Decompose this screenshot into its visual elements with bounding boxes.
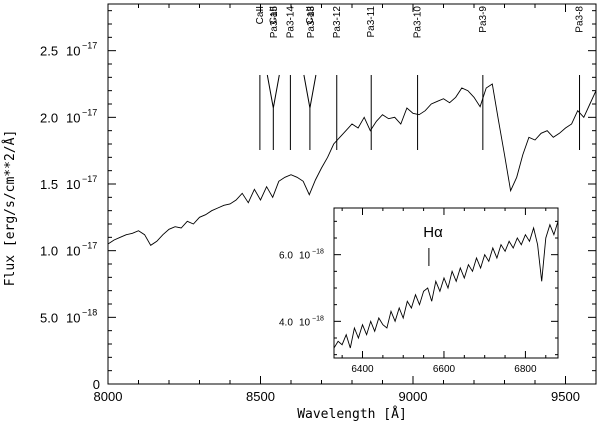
main-y-axis: 05.0 10 −181.0 10 −171.5 10 −172.0 10 −172.5 10 −1… xyxy=(40,10,596,392)
inset-y-mantissa: 4.0 xyxy=(279,317,293,328)
line-mark-label: CaII xyxy=(305,6,316,24)
inset-y-mantissa: 6.0 xyxy=(279,251,293,262)
y-tick-exponent: −17 xyxy=(82,107,97,117)
spectrum-line xyxy=(107,83,597,246)
inset-x-axis: 6400 6600 6800 xyxy=(341,208,547,375)
line-mark-fork xyxy=(303,74,317,150)
y-tick-mantissa: 2.5 xyxy=(40,44,58,59)
y-tick-mantissa: 1.0 xyxy=(40,244,58,259)
line-mark-label: Pa3-15 xyxy=(269,6,280,39)
inset-y-base: 10 xyxy=(299,251,311,262)
line-mark-label: Pa3-14 xyxy=(285,6,296,39)
inset-y-exponent: −18 xyxy=(312,315,324,322)
line-mark-label: Pa3-8 xyxy=(575,6,586,33)
x-tick-label: 8500 xyxy=(246,389,275,404)
inset-y-base: 10 xyxy=(299,317,311,328)
inset-y-axis: 4.0 10 −186.0 10 −18 xyxy=(279,220,558,356)
inset-x-tick-label: 6400 xyxy=(351,364,374,375)
inset-spectrum-series xyxy=(333,221,559,349)
y-tick-mantissa: 5.0 xyxy=(40,310,58,325)
line-mark-label: Pa3-13 xyxy=(306,6,317,39)
y-tick-exponent: −18 xyxy=(82,307,97,317)
y-tick-label: 0 xyxy=(93,377,100,392)
y-tick-base: 10 xyxy=(66,177,80,192)
line-mark-label: Pa3-10 xyxy=(413,6,424,39)
line-mark-fork xyxy=(266,74,280,150)
x-axis-label: Wavelength [Å] xyxy=(297,406,407,422)
line-mark-label: CaII xyxy=(255,6,266,24)
inset-y-exponent: −18 xyxy=(312,249,324,256)
y-tick-exponent: −17 xyxy=(82,174,97,184)
y-tick-base: 10 xyxy=(66,44,80,59)
y-tick-exponent: −17 xyxy=(82,41,97,51)
main-spectrum-series xyxy=(107,83,597,246)
line-mark-label: Pa3-12 xyxy=(332,6,343,39)
main-x-axis: 8000 8500 9000 9500 xyxy=(94,4,597,404)
y-tick-mantissa: 2.0 xyxy=(40,110,58,125)
y-tick-base: 10 xyxy=(66,244,80,259)
y-tick-mantissa: 1.5 xyxy=(40,177,58,192)
inset-spectrum-line xyxy=(333,221,559,349)
x-tick-label: 9000 xyxy=(399,389,428,404)
inset-plot: 4.0 10 −186.0 10 −18 6400 6600 6800 Hα xyxy=(279,207,559,375)
x-tick-label: 8000 xyxy=(94,389,123,404)
y-tick-base: 10 xyxy=(66,110,80,125)
line-mark-label: Pa3-9 xyxy=(478,6,489,33)
line-mark-label: Pa3-11 xyxy=(366,6,377,38)
line-mark-label: CaII xyxy=(268,6,279,24)
y-tick-exponent: −17 xyxy=(82,241,97,251)
y-axis-label: Flux [erg/s/cm**2/Å] xyxy=(2,130,18,287)
inset-x-tick-label: 6800 xyxy=(514,364,537,375)
inset-title-halpha: Hα xyxy=(423,224,443,241)
y-tick-base: 10 xyxy=(66,310,80,325)
x-tick-label: 9500 xyxy=(551,389,580,404)
inset-x-tick-label: 6600 xyxy=(433,364,456,375)
